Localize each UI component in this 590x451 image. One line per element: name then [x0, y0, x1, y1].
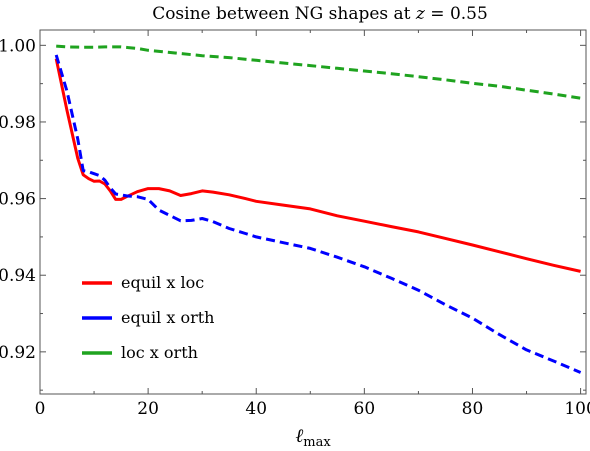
y-tick-label: 0.94 — [0, 266, 36, 286]
legend-label: equil x loc — [121, 273, 204, 292]
axis-ticks: 0 20 40 60 80 100 0.92 0.94 0.96 0.98 1.00 — [0, 30, 590, 419]
chart-title: Cosine between NG shapes at z = 0.55 — [152, 4, 488, 24]
x-tick-label: 40 — [245, 399, 267, 419]
legend: equil x loc equil x orth loc x orth — [82, 273, 214, 362]
series-lines — [54, 44, 582, 374]
y-tick-label: 0.98 — [0, 113, 36, 133]
x-tick-label: 80 — [462, 399, 484, 419]
x-tick-label: 100 — [564, 399, 590, 419]
x-axis-label: ℓmax — [295, 425, 331, 450]
legend-label: equil x orth — [121, 308, 214, 327]
x-tick-label: 20 — [137, 399, 159, 419]
y-tick-label: 0.96 — [0, 190, 36, 210]
x-tick-label: 60 — [354, 399, 376, 419]
series-line-2 — [54, 54, 582, 374]
y-tick-label: 1.00 — [0, 36, 36, 56]
legend-label: loc x orth — [121, 343, 198, 362]
y-tick-label: 0.92 — [0, 343, 36, 363]
series-line-1 — [54, 58, 581, 273]
plot-frame — [39, 29, 587, 395]
series-line-3 — [56, 44, 581, 100]
x-tick-label: 0 — [35, 399, 46, 419]
